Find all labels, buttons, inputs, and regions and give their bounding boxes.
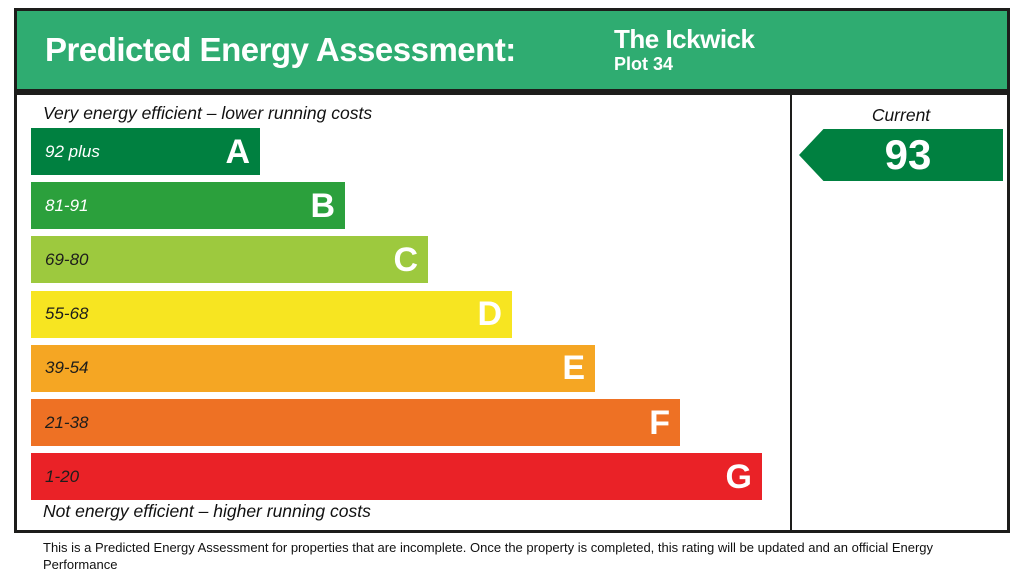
current-column-header: Current	[871, 105, 931, 125]
band-range-label: 39-54	[45, 358, 89, 378]
band-range-label: 55-68	[45, 304, 89, 324]
top-efficiency-label: Very energy efficient – lower running co…	[43, 103, 373, 123]
current-column-divider	[790, 95, 792, 530]
current-rating-arrow: 93	[799, 129, 1003, 181]
band-letter: C	[393, 240, 418, 279]
page-title: Predicted Energy Assessment:	[45, 31, 516, 68]
disclaimer-line-2: Certificate will be created for the prop…	[43, 574, 993, 576]
band-letter: A	[225, 132, 250, 171]
band-range-label: 81-91	[45, 195, 89, 215]
header-banner: Predicted Energy Assessment: The Ickwick…	[14, 8, 1010, 92]
property-block: The Ickwick Plot 34	[614, 23, 755, 75]
epc-band-A: 92 plus A	[31, 128, 260, 175]
band-letter: F	[649, 403, 670, 442]
epc-band-B: 81-91 B	[31, 182, 345, 230]
epc-band-D: 55-68 D	[31, 290, 512, 338]
band-range-label: 92 plus	[45, 141, 100, 161]
epc-band-E: 39-54 E	[31, 344, 595, 392]
property-plot: Plot 34	[614, 53, 674, 74]
band-letter: D	[477, 295, 502, 334]
epc-band-G: 1-20 G	[31, 453, 762, 501]
bottom-efficiency-label: Not energy efficient – higher running co…	[43, 501, 371, 521]
band-range-label: 69-80	[45, 249, 89, 269]
band-letter: G	[725, 457, 752, 496]
band-range-label: 1-20	[45, 466, 80, 486]
epc-chart-box: Very energy efficient – lower running co…	[14, 92, 1010, 533]
epc-band-C: 69-80 C	[31, 236, 428, 284]
current-rating-value: 93	[884, 131, 932, 178]
epc-bands: 92 plus A 81-91 B 69-80 C 55-68 D 39-54 E 21-38 F 1-…	[31, 128, 766, 508]
disclaimer-line-1: This is a Predicted Energy Assessment fo…	[43, 540, 934, 572]
band-range-label: 21-38	[45, 412, 89, 432]
property-name: The Ickwick	[614, 23, 755, 54]
band-letter: B	[310, 186, 335, 225]
band-letter: E	[562, 349, 585, 388]
epc-band-F: 21-38 F	[31, 399, 680, 446]
disclaimer-text: This is a Predicted Energy Assessment fo…	[43, 540, 993, 576]
